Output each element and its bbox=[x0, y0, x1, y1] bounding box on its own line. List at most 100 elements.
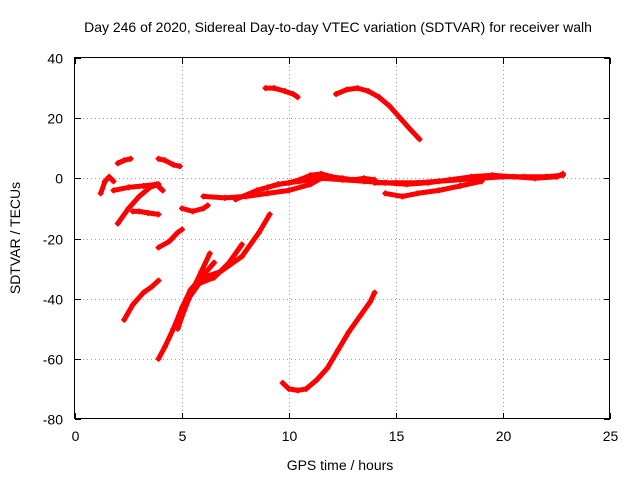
data-point bbox=[397, 115, 404, 122]
data-point bbox=[256, 229, 262, 236]
data-point bbox=[414, 190, 421, 197]
data-point bbox=[435, 178, 442, 185]
data-point bbox=[170, 161, 177, 168]
data-point bbox=[386, 103, 393, 110]
plot-series bbox=[97, 85, 566, 394]
y-tick-label: -60 bbox=[43, 352, 63, 368]
data-point bbox=[238, 241, 245, 248]
series-arc-21 bbox=[280, 290, 378, 393]
data-point bbox=[129, 208, 136, 215]
data-point bbox=[371, 179, 378, 186]
x-tick-label: 25 bbox=[603, 428, 619, 444]
y-tick-label: 40 bbox=[47, 51, 63, 67]
x-tick-label: 10 bbox=[282, 428, 298, 444]
data-point bbox=[198, 268, 205, 275]
data-point bbox=[281, 88, 288, 95]
data-point bbox=[356, 313, 363, 320]
data-point bbox=[221, 194, 228, 201]
data-point bbox=[196, 280, 203, 287]
data-point bbox=[324, 364, 331, 371]
data-point bbox=[155, 355, 162, 362]
data-point bbox=[382, 190, 389, 197]
data-point bbox=[294, 94, 301, 101]
data-point bbox=[478, 175, 485, 182]
data-point bbox=[185, 295, 192, 302]
data-point bbox=[367, 298, 374, 305]
y-tick-label: 0 bbox=[55, 171, 63, 187]
data-point bbox=[97, 190, 104, 197]
data-point bbox=[189, 208, 196, 215]
x-tick-label: 15 bbox=[389, 428, 405, 444]
data-point bbox=[179, 226, 185, 233]
data-point bbox=[200, 274, 207, 281]
data-point bbox=[200, 193, 207, 200]
data-point bbox=[200, 205, 207, 212]
series-arc-5 bbox=[130, 208, 161, 217]
data-point bbox=[266, 211, 273, 218]
data-point bbox=[290, 91, 297, 98]
data-point bbox=[161, 157, 168, 164]
data-point bbox=[136, 208, 143, 215]
data-point bbox=[365, 88, 372, 95]
data-point bbox=[110, 187, 117, 194]
data-point bbox=[296, 176, 303, 183]
data-point bbox=[149, 283, 155, 290]
data-point bbox=[114, 220, 121, 227]
y-tick-label: 20 bbox=[47, 111, 63, 127]
y-axis-label: SDTVAR / TECUs bbox=[7, 182, 23, 294]
data-point bbox=[204, 202, 211, 209]
data-point bbox=[114, 160, 121, 167]
y-tick-label: -20 bbox=[43, 232, 63, 248]
data-point bbox=[127, 155, 134, 162]
data-point bbox=[393, 179, 399, 186]
data-point bbox=[360, 175, 367, 182]
data-point bbox=[155, 181, 162, 188]
data-point bbox=[542, 173, 549, 180]
series-arc-8 bbox=[179, 202, 211, 214]
data-point bbox=[275, 181, 282, 188]
series-arc-1 bbox=[98, 174, 116, 196]
plot-frame bbox=[74, 57, 610, 419]
data-point bbox=[102, 178, 108, 185]
data-point bbox=[328, 173, 335, 180]
series-arc-7 bbox=[156, 227, 185, 250]
data-point bbox=[313, 376, 320, 383]
data-point bbox=[136, 193, 143, 200]
data-point bbox=[264, 190, 271, 197]
data-point bbox=[106, 173, 113, 180]
data-point bbox=[375, 94, 382, 101]
data-point bbox=[408, 127, 414, 134]
data-point bbox=[521, 173, 528, 180]
data-point bbox=[335, 346, 342, 353]
data-point bbox=[279, 379, 286, 386]
data-point bbox=[343, 86, 350, 93]
data-point bbox=[318, 170, 325, 177]
data-point bbox=[345, 328, 352, 335]
data-point bbox=[121, 316, 128, 323]
data-point bbox=[303, 385, 310, 392]
data-point bbox=[206, 250, 213, 257]
data-point bbox=[155, 277, 162, 284]
series-arc-13 bbox=[200, 211, 273, 281]
data-point bbox=[155, 211, 162, 218]
series-arc-20 bbox=[333, 85, 422, 142]
data-point bbox=[125, 205, 132, 212]
data-point bbox=[414, 179, 421, 186]
data-point bbox=[339, 175, 346, 182]
data-point bbox=[333, 91, 340, 98]
data-point bbox=[140, 289, 147, 296]
data-point bbox=[140, 182, 147, 189]
data-point bbox=[307, 172, 314, 179]
data-point bbox=[262, 85, 269, 92]
data-point bbox=[121, 157, 128, 164]
x-tick-label: 5 bbox=[179, 428, 187, 444]
data-point bbox=[144, 209, 151, 216]
data-point bbox=[159, 187, 166, 194]
data-point bbox=[155, 244, 162, 251]
data-point bbox=[146, 184, 153, 191]
data-point bbox=[181, 307, 188, 314]
data-point bbox=[129, 301, 136, 308]
data-point bbox=[286, 385, 292, 392]
data-point bbox=[271, 85, 277, 92]
